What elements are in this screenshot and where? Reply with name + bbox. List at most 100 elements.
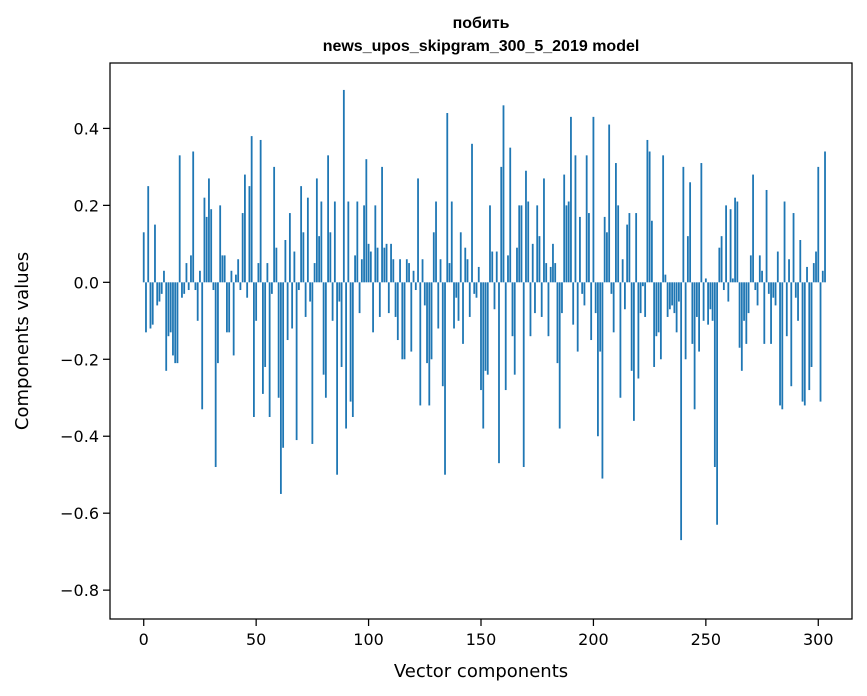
bar-110 — [390, 243, 392, 283]
x-axis-label: Vector components — [394, 661, 568, 682]
bar-186 — [561, 282, 563, 314]
bar-67 — [293, 251, 296, 283]
bar-219 — [635, 213, 638, 283]
bar-76 — [313, 263, 316, 283]
bar-245 — [693, 282, 696, 410]
bar-214 — [624, 282, 626, 310]
bar-3 — [149, 282, 152, 329]
bar-57 — [270, 282, 273, 294]
bar-280 — [772, 282, 775, 298]
bar-152 — [484, 282, 487, 371]
bar-132 — [439, 259, 442, 283]
bar-238 — [677, 282, 680, 302]
bar-303 — [824, 151, 826, 283]
bar-58 — [273, 166, 276, 283]
bar-4 — [151, 282, 154, 325]
bar-224 — [646, 139, 649, 283]
bar-217 — [630, 282, 633, 371]
bar-78 — [318, 236, 321, 283]
bar-73 — [306, 197, 309, 283]
bar-87 — [338, 282, 341, 302]
bar-43 — [239, 282, 242, 291]
bar-180 — [547, 282, 550, 337]
bar-64 — [286, 282, 289, 341]
bar-121 — [414, 282, 417, 291]
bar-68 — [295, 282, 298, 441]
bar-133 — [441, 282, 444, 387]
bar-265 — [738, 282, 741, 348]
bar-200 — [592, 116, 595, 283]
bar-98 — [363, 205, 365, 283]
bar-201 — [594, 282, 597, 314]
x-tick-label: 300 — [803, 630, 834, 649]
bar-225 — [648, 151, 651, 283]
bar-199 — [590, 282, 593, 341]
bar-10 — [165, 282, 168, 371]
bar-268 — [745, 282, 748, 344]
bar-103 — [374, 205, 377, 283]
bar-157 — [495, 251, 498, 283]
bar-101 — [369, 251, 372, 283]
bar-283 — [779, 282, 781, 406]
bar-247 — [698, 282, 700, 352]
bar-249 — [702, 282, 705, 321]
bar-25 — [199, 270, 201, 283]
bar-272 — [754, 282, 757, 291]
bar-297 — [810, 282, 813, 367]
bar-241 — [684, 282, 687, 360]
bar-137 — [450, 201, 453, 283]
chart-title: побить — [453, 15, 510, 32]
bar-5 — [154, 224, 156, 283]
bar-100 — [367, 243, 370, 283]
bar-298 — [812, 263, 815, 283]
bar-82 — [327, 155, 329, 283]
bar-179 — [545, 263, 548, 283]
bar-116 — [403, 282, 406, 360]
bar-233 — [666, 282, 669, 317]
bar-140 — [457, 282, 460, 321]
bar-96 — [358, 282, 361, 314]
bar-184 — [556, 282, 559, 364]
bar-275 — [761, 270, 763, 283]
bar-33 — [217, 282, 219, 364]
bar-270 — [749, 255, 752, 283]
bar-29 — [208, 178, 210, 283]
bar-89 — [342, 89, 345, 283]
bar-182 — [552, 243, 554, 283]
bar-187 — [563, 174, 566, 283]
bar-246 — [695, 282, 698, 317]
y-tick-label: 0.0 — [74, 273, 99, 292]
bar-62 — [282, 282, 285, 448]
bar-210 — [615, 163, 617, 283]
bar-232 — [664, 274, 667, 283]
bar-86 — [336, 282, 338, 475]
bar-80 — [322, 282, 325, 375]
bar-34 — [219, 205, 222, 283]
bar-189 — [567, 201, 570, 283]
bar-243 — [689, 182, 692, 283]
bar-91 — [347, 201, 350, 283]
bar-39 — [230, 270, 233, 283]
bar-161 — [504, 282, 507, 391]
bar-291 — [797, 282, 799, 321]
bar-130 — [435, 201, 437, 283]
bar-234 — [668, 282, 671, 310]
bar-153 — [486, 282, 489, 375]
bar-38 — [228, 282, 231, 333]
bar-286 — [785, 282, 788, 337]
bar-93 — [351, 282, 354, 417]
bar-150 — [480, 282, 482, 391]
bar-102 — [372, 282, 374, 333]
bar-191 — [572, 282, 575, 325]
bar-84 — [331, 282, 334, 321]
bar-262 — [731, 278, 734, 283]
bar-9 — [163, 270, 165, 283]
bar-165 — [513, 282, 516, 375]
bar-6 — [156, 282, 159, 306]
bar-47 — [248, 186, 251, 283]
bar-218 — [633, 282, 635, 421]
bar-79 — [320, 201, 323, 283]
bar-240 — [682, 166, 685, 283]
x-tick-label: 100 — [353, 630, 384, 649]
bar-300 — [817, 166, 820, 283]
